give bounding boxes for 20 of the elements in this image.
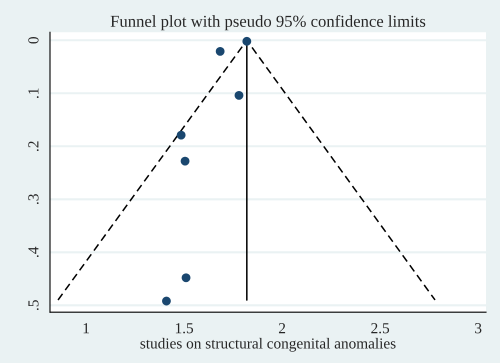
y-tick-label: .5: [28, 300, 39, 310]
point: [242, 36, 252, 46]
point: [162, 296, 171, 306]
y-tick-label: .4: [28, 246, 39, 258]
x-tick-label: 1.5: [176, 323, 194, 334]
chart-title: Funnel plot with pseudo 95% confidence limits: [110, 15, 426, 30]
point: [176, 130, 186, 140]
x-tick-label: 2: [278, 323, 286, 334]
x-tick-label: 1: [84, 323, 89, 334]
point: [180, 156, 190, 166]
y-tick-label: 0: [28, 37, 39, 44]
y-tick-label: .3: [28, 194, 39, 204]
point: [216, 46, 225, 56]
point: [182, 273, 190, 282]
x-tick-label: 3: [475, 323, 482, 334]
point: [234, 90, 244, 100]
y-tick-label: .2: [28, 141, 39, 151]
y-tick-label: .1: [28, 88, 39, 98]
x-tick-label: 2.5: [371, 323, 390, 334]
x-axis-title: studies on structural congenital anomalies: [140, 338, 396, 352]
